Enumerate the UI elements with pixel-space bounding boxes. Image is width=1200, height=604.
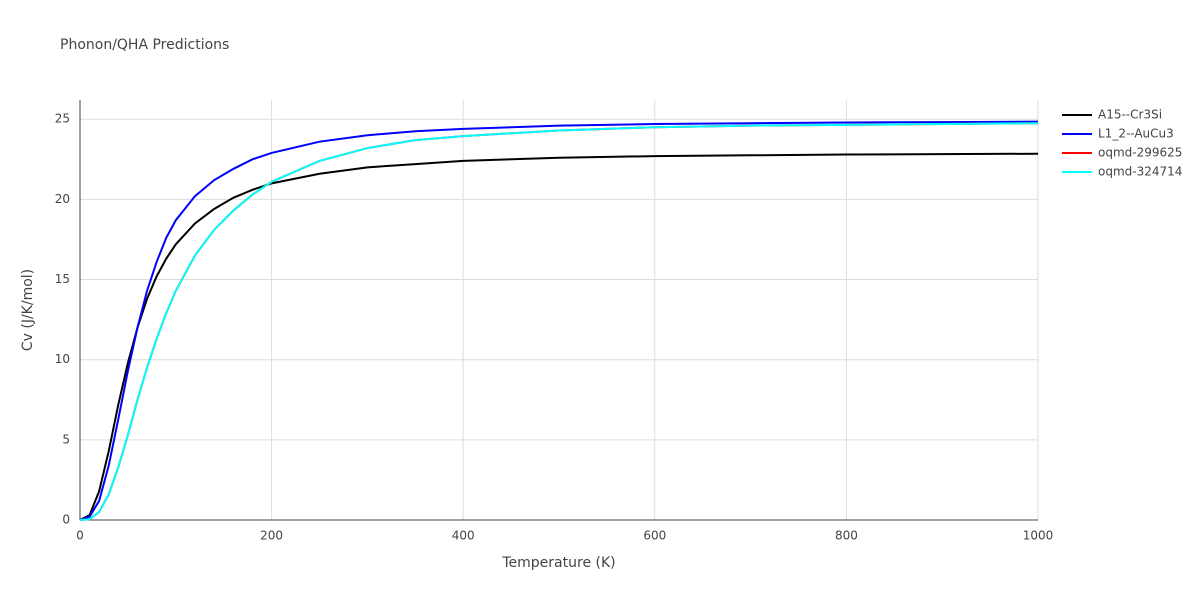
y-tick-label: 20 bbox=[55, 192, 70, 206]
y-tick-label: 0 bbox=[62, 513, 70, 527]
chart-title: Phonon/QHA Predictions bbox=[60, 37, 229, 53]
x-axis-label: Temperature (K) bbox=[501, 555, 615, 571]
x-tick-label: 800 bbox=[835, 529, 858, 543]
x-tick-label: 0 bbox=[76, 529, 84, 543]
series-line bbox=[79, 152, 1039, 521]
y-axis-label: Cv (J/K/mol) bbox=[20, 269, 36, 351]
legend-label: L1_2--AuCu3 bbox=[1098, 127, 1174, 141]
x-tick-label: 1000 bbox=[1023, 529, 1054, 543]
legend-label: oqmd-299625 bbox=[1098, 146, 1182, 160]
y-tick-label: 10 bbox=[55, 352, 70, 366]
x-tick-label: 600 bbox=[643, 529, 666, 543]
y-tick-label: 5 bbox=[62, 432, 70, 446]
legend-label: oqmd-324714 bbox=[1098, 165, 1182, 179]
y-tick-label: 25 bbox=[55, 112, 70, 126]
legend-label: A15--Cr3Si bbox=[1098, 108, 1162, 122]
x-tick-label: 200 bbox=[260, 529, 283, 543]
series-line bbox=[79, 120, 1039, 521]
series-line bbox=[79, 122, 1039, 521]
x-tick-label: 400 bbox=[452, 529, 475, 543]
y-tick-label: 15 bbox=[55, 272, 70, 286]
series-line bbox=[79, 122, 1039, 521]
